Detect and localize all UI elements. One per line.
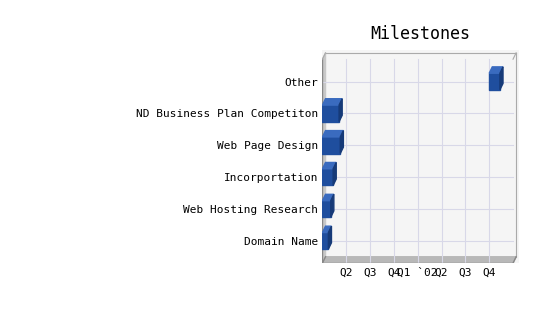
Polygon shape [328, 226, 332, 249]
Polygon shape [331, 194, 334, 217]
Polygon shape [322, 226, 332, 232]
Polygon shape [333, 162, 336, 185]
Polygon shape [322, 53, 326, 263]
Polygon shape [489, 67, 503, 73]
Polygon shape [322, 131, 343, 137]
Bar [322, 137, 340, 154]
Polygon shape [500, 67, 503, 90]
Bar [322, 105, 339, 122]
Polygon shape [322, 162, 336, 169]
Polygon shape [322, 99, 342, 105]
Bar [322, 201, 331, 217]
Polygon shape [322, 257, 516, 263]
Polygon shape [340, 131, 343, 154]
Bar [322, 232, 328, 249]
Bar [489, 73, 500, 90]
Polygon shape [339, 99, 342, 122]
Bar [322, 169, 333, 185]
Polygon shape [322, 194, 334, 201]
Title: Milestones: Milestones [371, 24, 470, 43]
